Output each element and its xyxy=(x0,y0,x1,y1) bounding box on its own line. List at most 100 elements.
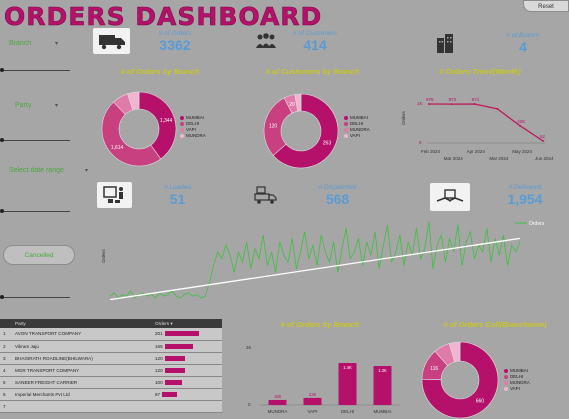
legend-label: DELHI xyxy=(510,374,524,379)
donut-data-label: 20 xyxy=(289,102,295,108)
donut-slice[interactable] xyxy=(448,341,461,363)
table-row[interactable]: 7 xyxy=(0,400,222,413)
branch-slider-handle[interactable] xyxy=(0,68,4,72)
donut-slice[interactable] xyxy=(421,341,499,419)
branch-slider-track[interactable] xyxy=(0,70,70,71)
trend-data-label: 428 xyxy=(517,119,525,124)
party-slider-handle[interactable] xyxy=(0,138,4,142)
table-row[interactable]: 2 Vikram Jaju 165 xyxy=(0,340,222,353)
legend-item[interactable]: MUMBAI xyxy=(344,115,370,120)
legend-item[interactable]: MUMBAI xyxy=(504,368,530,373)
legend-label: DELHI xyxy=(350,121,364,126)
orders-cell: 87 xyxy=(152,388,222,401)
legend-item[interactable]: DELHI xyxy=(504,374,530,379)
y-tick-label: 2K xyxy=(246,345,252,350)
legend-swatch xyxy=(180,127,184,132)
bar-data-label: 1.4K xyxy=(343,365,352,370)
party-name: SANEER FREIGHT CARRIER xyxy=(12,376,152,389)
orders-by-branch-bar-title: # of Orders by Branch xyxy=(280,320,360,329)
reset-button[interactable]: Reset xyxy=(523,0,569,12)
row-number-header xyxy=(0,319,12,328)
legend-item[interactable]: MUMBAI xyxy=(180,115,206,120)
party-name xyxy=(12,400,152,413)
y-tick-label: 0 xyxy=(419,140,422,145)
orders-cell: 120 xyxy=(152,364,222,377)
table-row[interactable]: 1 AVON TRANSPORT COMPANY 201 xyxy=(0,328,222,341)
donut-slice[interactable] xyxy=(294,93,302,112)
legend-label: VAPI xyxy=(510,386,520,391)
date-slider-track[interactable] xyxy=(0,211,70,212)
bar[interactable] xyxy=(373,366,392,405)
legend-label: MUNDRA xyxy=(186,133,206,138)
legend-item[interactable]: VAPI xyxy=(180,127,206,132)
orders-value: 100 xyxy=(155,379,163,385)
legend-label: VAPI xyxy=(350,133,360,138)
orders-coll-legend: MUMBAI DELHI MUNDRA VAPI xyxy=(504,368,530,392)
loaded-kpi-value: 51 xyxy=(169,191,186,207)
trend-point[interactable] xyxy=(496,107,499,110)
table-row[interactable]: 5 SANEER FREIGHT CARRIER 100 xyxy=(0,376,222,389)
cancelled-slider-handle[interactable] xyxy=(0,295,4,299)
bar[interactable] xyxy=(303,397,322,405)
orders-kpi-label: # of Orders xyxy=(158,30,192,37)
x-tick-label: MUMBAI xyxy=(374,409,392,414)
branch-dropdown-icon[interactable]: ▾ xyxy=(55,41,59,47)
customers-kpi-label: # of Customers xyxy=(292,30,338,37)
party-name: Vikram Jaju xyxy=(12,340,152,353)
trend-point[interactable] xyxy=(473,103,476,106)
cancelled-filter-button[interactable]: Cancelled xyxy=(3,245,75,265)
sort-icon[interactable]: ▾ xyxy=(170,320,173,326)
table-row[interactable]: 6 Imperial Merchants Pvt Ltd 87 xyxy=(0,388,222,401)
branch-kpi-label: # of Branch xyxy=(506,32,540,39)
date-range-label: Select date range xyxy=(9,167,64,174)
party-slicer-label: Party xyxy=(15,102,32,109)
party-name: Imperial Merchants Pvt Ltd xyxy=(12,388,152,401)
legend-label: MUNDRA xyxy=(350,127,370,132)
x-tick-label: Mar 2024 xyxy=(444,156,464,161)
orders-by-branch-legend: MUMBAI DELHI VAPI MUNDRA xyxy=(180,115,206,139)
customers-by-branch-legend: MUMBAI DELHI MUNDRA VAPI xyxy=(344,115,370,139)
donut-slice[interactable] xyxy=(127,91,140,111)
cancelled-slider-track[interactable] xyxy=(0,297,70,298)
x-tick-label: Jun 2024 xyxy=(535,156,554,161)
trend-line xyxy=(109,237,521,301)
legend-item[interactable]: VAPI xyxy=(504,386,530,391)
orders-databar xyxy=(164,343,193,349)
legend-item[interactable]: VAPI xyxy=(344,133,370,138)
legend-item[interactable]: DELHI xyxy=(344,121,370,126)
party-name: BHAGIRATH ROADLINE(BHILWARA) xyxy=(12,352,152,365)
trend-point[interactable] xyxy=(450,103,453,106)
party-slider-track[interactable] xyxy=(0,140,70,141)
y-tick-label: 0 xyxy=(248,402,251,407)
orders-trend-title: # Orders-Trend(Month) xyxy=(439,67,521,76)
x-tick-label: May 2024 xyxy=(512,149,532,154)
legend-item[interactable]: MUNDRA xyxy=(344,127,370,132)
donut-slice[interactable] xyxy=(138,91,177,160)
trend-point[interactable] xyxy=(542,139,544,142)
donut-slice[interactable] xyxy=(272,93,339,169)
bar[interactable] xyxy=(268,399,287,405)
trend-point[interactable] xyxy=(519,124,522,127)
legend-swatch xyxy=(504,374,508,379)
building-icon xyxy=(432,30,458,56)
donut-slice[interactable] xyxy=(101,101,162,167)
party-dropdown-icon[interactable]: ▾ xyxy=(55,103,59,109)
date-slider-handle[interactable] xyxy=(0,209,4,213)
bar-data-label: 168 xyxy=(274,394,282,399)
orders-column-header[interactable]: Orders ▾ xyxy=(152,319,222,328)
legend-item[interactable]: MUNDRA xyxy=(504,380,530,385)
legend-item[interactable]: MUNDRA xyxy=(180,133,206,138)
legend-item[interactable]: DELHI xyxy=(180,121,206,126)
date-dropdown-icon[interactable]: ▾ xyxy=(85,168,89,174)
trend-point[interactable] xyxy=(428,103,430,105)
bar[interactable] xyxy=(338,363,357,405)
orders-cell: 100 xyxy=(152,376,222,389)
party-name: MGR TRANSPORT COMPANY xyxy=(12,364,152,377)
x-tick-label: Feb 2024 xyxy=(421,149,441,154)
party-column-header[interactable]: Party xyxy=(12,319,152,328)
table-row[interactable]: 3 BHAGIRATH ROADLINE(BHILWARA) 120 xyxy=(0,352,222,365)
table-row[interactable]: 4 MGR TRANSPORT COMPANY 120 xyxy=(0,364,222,377)
orders-header-label: Orders xyxy=(155,320,170,326)
page-title: ORDERS DASHBOARD xyxy=(4,2,323,32)
legend-swatch xyxy=(504,368,508,373)
